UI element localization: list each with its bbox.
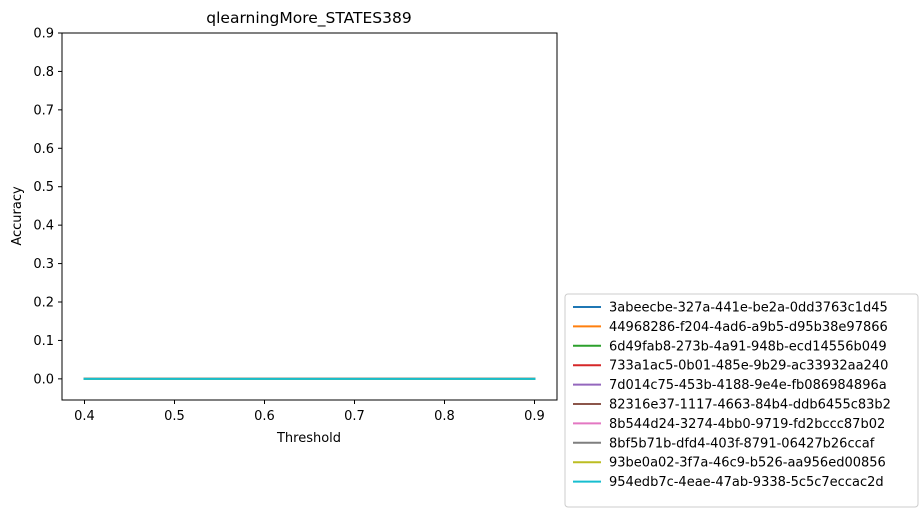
legend-label-5: 7d014c75-453b-4188-9e4e-fb086984896a — [609, 378, 887, 393]
chart-title: qlearningMore_STATES389 — [206, 9, 411, 28]
legend-label-10: 954edb7c-4eae-47ab-9338-5c5c7eccac2d — [609, 475, 884, 490]
x-tick-label: 0.6 — [254, 409, 275, 424]
y-tick-label: 0.3 — [33, 257, 54, 272]
legend-label-4: 733a1ac5-0b01-485e-9b29-ac33932aa240 — [609, 359, 888, 374]
legend-label-6: 82316e37-1117-4663-84b4-ddb6455c83b2 — [609, 398, 891, 413]
legend-box — [564, 293, 919, 508]
legend-label-9: 93be0a02-3f7a-46c9-b526-aa956ed00856 — [609, 456, 886, 471]
y-tick-label: 0.9 — [33, 27, 54, 42]
x-tick-label: 0.8 — [434, 409, 455, 424]
y-tick-label: 0.8 — [33, 65, 54, 80]
x-tick-label: 0.4 — [74, 409, 95, 424]
y-tick-label: 0.4 — [33, 219, 54, 234]
x-tick-label: 0.7 — [344, 409, 365, 424]
legend-label-7: 8b544d24-3274-4bb0-9719-fd2bccc87b02 — [609, 417, 885, 432]
x-axis: 0.4 0.5 0.6 0.7 0.8 0.9 — [74, 400, 545, 424]
x-tick-label: 0.5 — [164, 409, 185, 424]
legend-label-8: 8bf5b71b-dfd4-403f-8791-06427b26ccaf — [609, 436, 875, 451]
plot-background — [62, 33, 557, 400]
plot-frame — [61, 32, 558, 401]
legend-label-3: 6d49fab8-273b-4a91-948b-ecd14556b049 — [609, 339, 887, 354]
legend-label-2: 44968286-f204-4ad6-a9b5-d95b38e97866 — [609, 320, 888, 335]
y-tick-label: 0.2 — [33, 296, 54, 311]
y-tick-label: 0.0 — [33, 372, 54, 387]
x-axis-label: Threshold — [276, 431, 341, 446]
plot-area — [61, 32, 558, 401]
y-axis-label: Accuracy — [10, 186, 25, 246]
y-tick-label: 0.7 — [33, 103, 54, 118]
legend: 3abeecbe-327a-441e-be2a-0dd3763c1d45 4496… — [564, 293, 919, 508]
x-tick-label: 0.9 — [524, 409, 545, 424]
y-tick-label: 0.6 — [33, 142, 54, 157]
y-tick-label: 0.1 — [33, 334, 54, 349]
y-tick-label: 0.5 — [33, 180, 54, 195]
legend-label-1: 3abeecbe-327a-441e-be2a-0dd3763c1d45 — [609, 301, 888, 316]
y-axis: 0.0 0.1 0.2 0.3 0.4 0.5 0.6 0.7 0.8 0.9 — [33, 27, 62, 387]
